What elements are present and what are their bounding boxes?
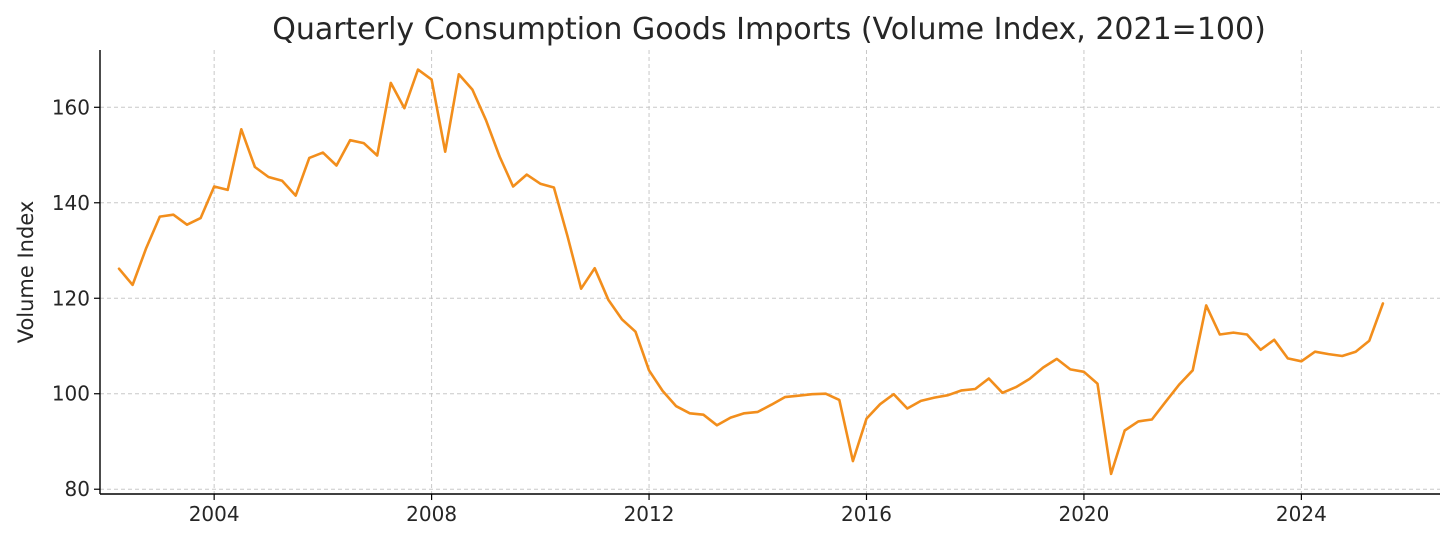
x-tick-label-2008: 2008 (406, 502, 457, 526)
x-tick-label-2016: 2016 (841, 502, 892, 526)
x-tick-label-2020: 2020 (1058, 502, 1109, 526)
y-tick-label-120: 120 (52, 286, 90, 310)
series-layer (117, 68, 1385, 476)
y-axis-label: Volume Index (14, 201, 38, 344)
y-tick-label-80: 80 (65, 477, 90, 501)
y-tick-label-100: 100 (52, 382, 90, 406)
x-tick-label-2024: 2024 (1276, 502, 1327, 526)
x-axis-ticks: 2004 2008 2012 2016 2020 2024 (189, 494, 1327, 526)
y-tick-label-140: 140 (52, 191, 90, 215)
y-tick-label-160: 160 (52, 95, 90, 119)
x-tick-label-2012: 2012 (624, 502, 675, 526)
chart-title: Quarterly Consumption Goods Imports (Vol… (272, 12, 1266, 47)
grid (100, 50, 1440, 494)
y-axis-ticks: 80 100 120 140 160 (52, 95, 100, 501)
axes (99, 50, 1440, 495)
series-line-0 (117, 68, 1385, 476)
x-tick-label-2004: 2004 (189, 502, 240, 526)
